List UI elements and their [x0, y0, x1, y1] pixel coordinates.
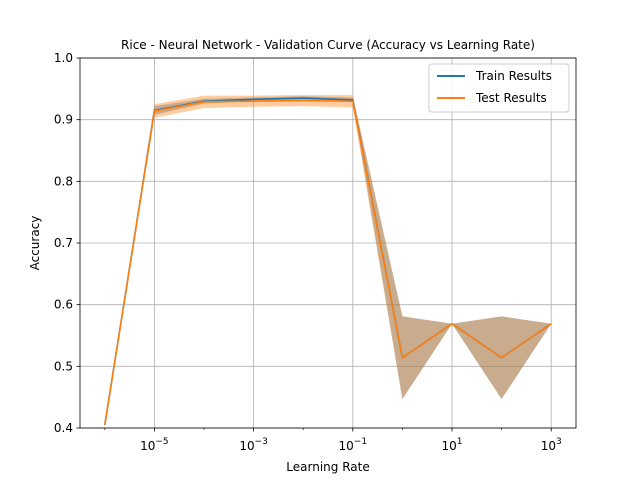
- line-test: [104, 99, 552, 426]
- legend-label-train: Train Results: [475, 69, 552, 83]
- y-tick-label: 1.0: [54, 51, 73, 65]
- x-tick-base: 10: [441, 439, 456, 453]
- x-tick-exponent: 1: [457, 437, 463, 447]
- legend-label-test: Test Results: [475, 91, 547, 105]
- y-tick-label: 0.6: [54, 298, 73, 312]
- x-tick-base: 10: [541, 439, 556, 453]
- x-axis: 10−5 10−3 10−1 101 103: [104, 428, 562, 453]
- y-tick-label: 0.5: [54, 359, 73, 373]
- legend: Train Results Test Results: [428, 63, 570, 113]
- band-test: [104, 95, 552, 425]
- y-tick-label: 0.9: [54, 113, 73, 127]
- y-tick-label: 0.4: [54, 421, 73, 435]
- chart-title: Rice - Neural Network - Validation Curve…: [121, 38, 535, 52]
- x-tick-base: 10: [339, 439, 354, 453]
- y-tick-label: 0.8: [54, 174, 73, 188]
- std-bands: [104, 95, 552, 425]
- x-tick-label: 103: [541, 437, 562, 453]
- line-train: [104, 97, 552, 426]
- x-tick-exponent: −5: [155, 437, 168, 447]
- x-tick-base: 10: [239, 439, 254, 453]
- x-axis-label: Learning Rate: [286, 460, 369, 474]
- band-train: [104, 96, 552, 425]
- x-tick-label: 10−3: [239, 437, 268, 453]
- y-axis: 0.4 0.5 0.6 0.7 0.8 0.9 1.0: [54, 51, 80, 435]
- x-tick-exponent: −1: [354, 437, 367, 447]
- x-tick-label: 10−5: [140, 437, 169, 453]
- x-tick-exponent: 3: [556, 437, 562, 447]
- series-lines: [104, 97, 552, 426]
- y-tick-label: 0.7: [54, 236, 73, 250]
- x-tick-label: 101: [441, 437, 462, 453]
- x-tick-label: 10−1: [339, 437, 368, 453]
- x-tick-base: 10: [140, 439, 155, 453]
- y-axis-label: Accuracy: [28, 216, 42, 271]
- x-tick-exponent: −3: [255, 437, 268, 447]
